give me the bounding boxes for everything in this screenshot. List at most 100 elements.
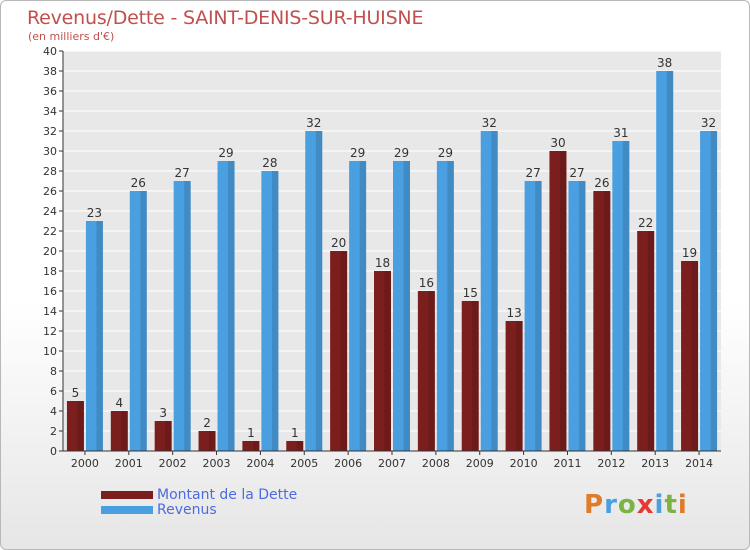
data-label-revenus: 31 <box>613 126 628 140</box>
legend-item-dette: Montant de la Dette <box>101 487 297 503</box>
bar-dette <box>637 231 655 451</box>
legend-swatch-dette <box>101 490 153 499</box>
x-tick-label: 2009 <box>466 457 494 470</box>
y-tick-label: 18 <box>43 265 57 278</box>
x-tick-label: 2007 <box>378 457 406 470</box>
y-tick-label: 22 <box>43 225 57 238</box>
y-tick-label: 10 <box>43 345 57 358</box>
logo-letter: o <box>617 490 637 520</box>
legend-item-revenus: Revenus <box>101 501 297 518</box>
data-label-revenus: 29 <box>438 146 453 160</box>
bar-revenus <box>129 191 147 451</box>
x-tick-label: 2008 <box>422 457 450 470</box>
data-label-revenus: 29 <box>218 146 233 160</box>
bar-shade <box>491 131 498 451</box>
y-tick-label: 8 <box>50 365 57 378</box>
data-label-dette: 18 <box>375 256 390 270</box>
bar-shade <box>77 401 84 451</box>
bar-shade <box>252 441 260 451</box>
x-tick-label: 2004 <box>246 457 274 470</box>
bar-revenus <box>217 161 235 451</box>
bar-shade <box>121 411 128 451</box>
y-tick-label: 0 <box>50 445 57 458</box>
x-tick-label: 2006 <box>334 457 362 470</box>
bar-dette <box>110 411 128 451</box>
bar-shade <box>384 271 391 451</box>
bar-dette <box>154 421 172 451</box>
data-label-revenus: 38 <box>657 56 672 70</box>
y-tick-label: 6 <box>50 385 57 398</box>
x-tick-label: 2000 <box>71 457 99 470</box>
data-label-revenus: 28 <box>262 156 277 170</box>
bar-shade <box>428 291 435 451</box>
proxiti-logo: Proxiti <box>584 490 688 520</box>
bar-revenus <box>393 161 410 451</box>
y-tick-label: 12 <box>43 325 57 338</box>
bar-shade <box>359 161 367 451</box>
data-label-dette: 5 <box>72 386 80 400</box>
bar-dette <box>242 441 260 451</box>
bar-revenus <box>436 161 454 451</box>
bar-shade <box>535 181 542 451</box>
bar-shade <box>622 141 630 451</box>
x-tick-label: 2001 <box>115 457 143 470</box>
data-label-revenus: 23 <box>87 206 102 220</box>
data-label-dette: 22 <box>638 216 653 230</box>
y-tick-label: 40 <box>43 45 57 58</box>
bar-dette <box>417 291 435 451</box>
legend: Montant de la Dette Revenus <box>101 487 297 518</box>
bar-dette <box>593 191 611 451</box>
y-tick-label: 38 <box>43 65 57 78</box>
logo-letter: x <box>636 490 655 520</box>
bar-shade <box>315 131 323 451</box>
bar-dette <box>505 321 523 451</box>
bar-revenus <box>700 131 718 451</box>
bar-shade <box>228 161 235 451</box>
bar-revenus <box>173 181 191 451</box>
y-tick-label: 20 <box>43 245 57 258</box>
bar-revenus <box>85 221 103 451</box>
bar-revenus <box>261 171 279 451</box>
data-label-dette: 2 <box>203 416 211 430</box>
data-label-dette: 3 <box>159 406 167 420</box>
legend-label-revenus: Revenus <box>157 501 217 518</box>
bar-revenus <box>568 181 586 451</box>
bar-dette <box>461 301 479 451</box>
logo-letter: i <box>677 490 688 520</box>
x-tick-label: 2010 <box>510 457 538 470</box>
bar-shade <box>165 421 172 451</box>
data-label-dette: 30 <box>550 136 565 150</box>
bar-shade <box>140 191 147 451</box>
bar-shade <box>666 71 674 451</box>
chart-subtitle: (en milliers d'€) <box>28 30 115 43</box>
bar-revenus <box>524 181 542 451</box>
data-label-dette: 26 <box>594 176 609 190</box>
bar-dette <box>66 401 84 451</box>
x-tick-label: 2003 <box>203 457 231 470</box>
y-tick-label: 30 <box>43 145 57 158</box>
data-label-revenus: 26 <box>131 176 146 190</box>
bar-dette <box>198 431 216 451</box>
x-tick-label: 2011 <box>553 457 581 470</box>
bar-shade <box>447 161 454 451</box>
y-tick-label: 16 <box>43 285 57 298</box>
data-label-revenus: 32 <box>701 116 716 130</box>
bar-shade <box>710 131 718 451</box>
bar-dette <box>549 151 567 451</box>
y-tick-label: 4 <box>50 405 57 418</box>
data-label-revenus: 29 <box>350 146 365 160</box>
bar-revenus <box>612 141 630 451</box>
legend-swatch-revenus <box>101 505 153 514</box>
bar-shade <box>296 441 304 451</box>
logo-letter: i <box>654 490 665 520</box>
y-tick-label: 26 <box>43 185 57 198</box>
chart-title: Revenus/Dette - SAINT-DENIS-SUR-HUISNE <box>27 7 424 29</box>
bar-shade <box>340 251 348 451</box>
bar-dette <box>330 251 348 451</box>
logo-letter: P <box>584 490 605 520</box>
data-label-revenus: 29 <box>394 146 409 160</box>
bar-shade <box>96 221 103 451</box>
data-label-dette: 4 <box>115 396 123 410</box>
x-tick-label: 2013 <box>641 457 669 470</box>
